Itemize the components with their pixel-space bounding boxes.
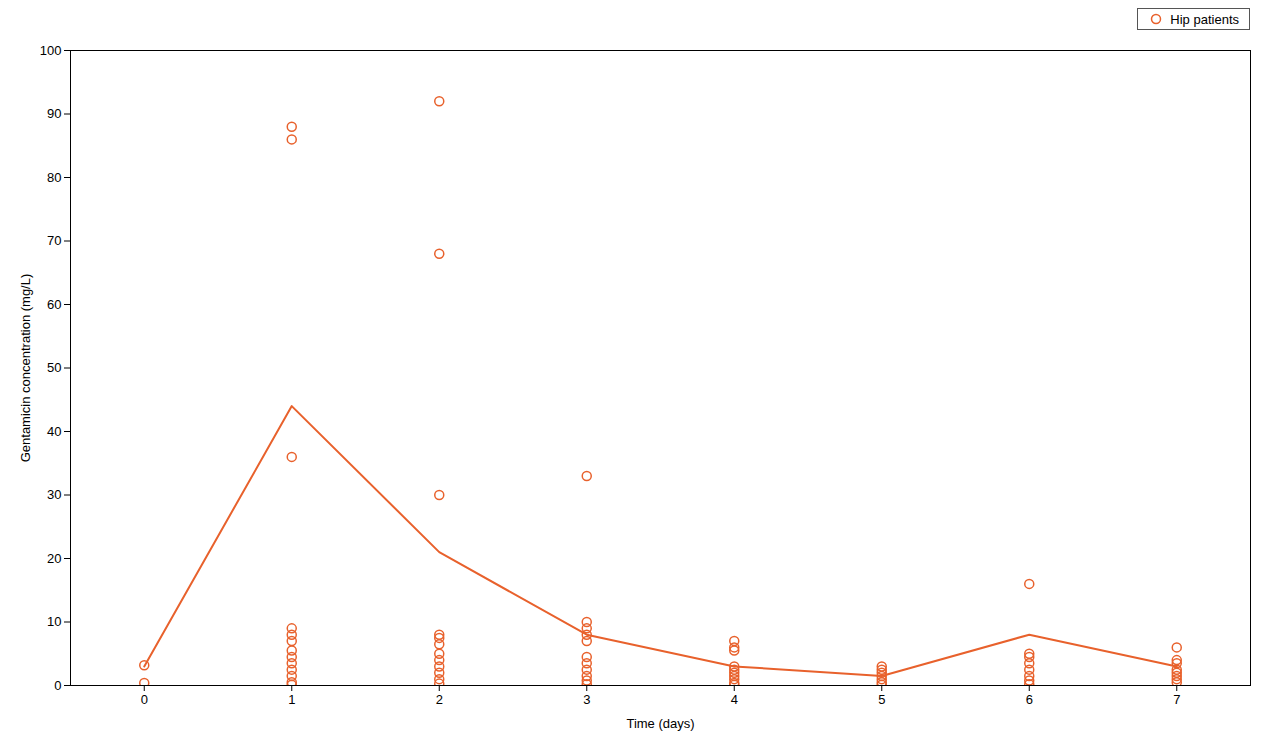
svg-text:6: 6 [1026, 692, 1033, 707]
svg-text:5: 5 [878, 692, 885, 707]
svg-text:0: 0 [54, 678, 61, 693]
svg-text:10: 10 [47, 614, 61, 629]
svg-text:70: 70 [47, 233, 61, 248]
svg-text:40: 40 [47, 424, 61, 439]
svg-text:Gentamicin concentration (mg/L: Gentamicin concentration (mg/L) [18, 274, 33, 463]
svg-text:50: 50 [47, 360, 61, 375]
svg-text:100: 100 [40, 43, 62, 58]
svg-text:90: 90 [47, 106, 61, 121]
svg-text:2: 2 [436, 692, 443, 707]
svg-text:7: 7 [1173, 692, 1180, 707]
html-text:Hip patients: Hip patients [1170, 11, 1239, 27]
svg-text:1: 1 [288, 692, 295, 707]
svg-text:3: 3 [583, 692, 590, 707]
svg-text:Time (days): Time (days) [626, 716, 694, 731]
svg-text:60: 60 [47, 297, 61, 312]
svg-text:4: 4 [731, 692, 738, 707]
svg-text:0: 0 [141, 692, 148, 707]
svg-text:20: 20 [47, 551, 61, 566]
svg-text:30: 30 [47, 487, 61, 502]
svg-text:80: 80 [47, 170, 61, 185]
